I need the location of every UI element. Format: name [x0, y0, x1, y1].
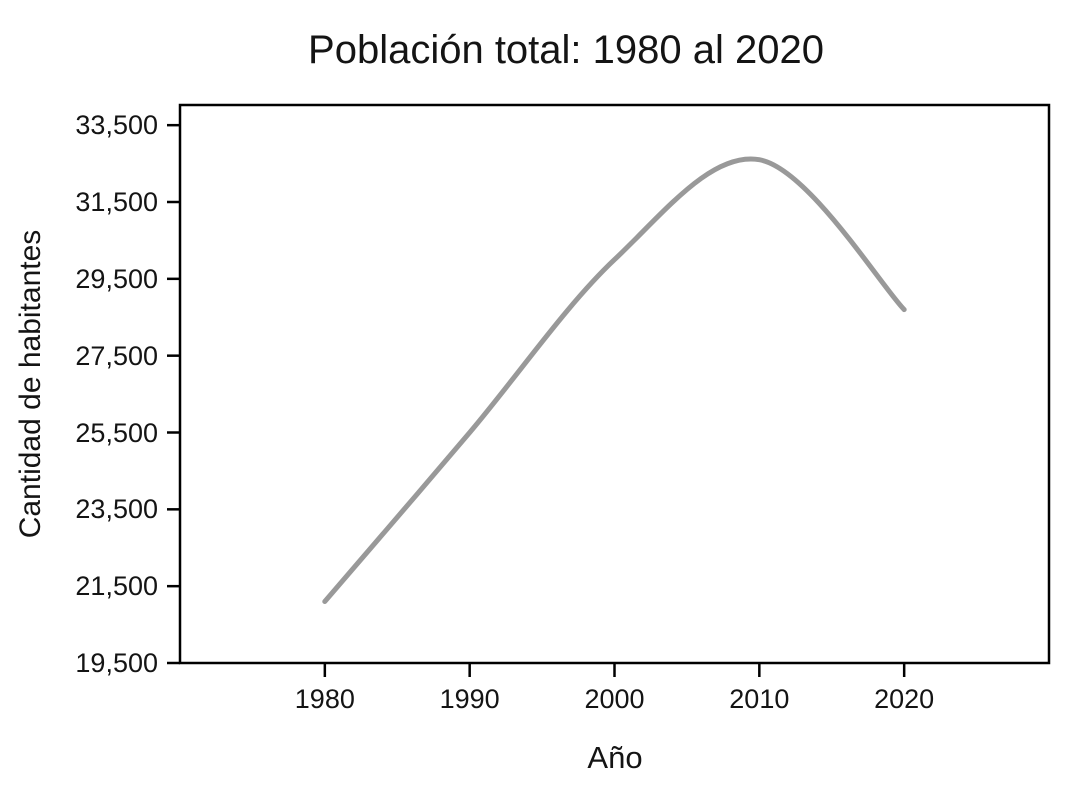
y-tick-label: 31,500: [75, 187, 158, 217]
x-tick-label: 1990: [439, 684, 500, 714]
y-tick-label: 29,500: [75, 263, 158, 294]
x-axis-title: Año: [587, 740, 643, 775]
y-tick-label: 23,500: [75, 494, 158, 525]
y-tick-label: 19,500: [75, 648, 158, 678]
y-axis-title: Cantidad de habitantes: [14, 229, 47, 539]
y-tick-label: 21,500: [75, 571, 158, 602]
x-tick-label: 1980: [294, 684, 355, 714]
x-tick-label: 2000: [584, 684, 645, 714]
y-tick-label: 27,500: [75, 340, 158, 371]
y-tick-label: 25,500: [75, 417, 158, 448]
x-tick-label: 2010: [729, 684, 790, 714]
y-tick-label: 33,500: [75, 110, 158, 141]
plot-frame: [178, 103, 1051, 665]
x-tick-label: 2020: [874, 684, 935, 714]
population-line: [322, 156, 907, 604]
chart-title: Población total: 1980 al 2020: [308, 28, 824, 72]
